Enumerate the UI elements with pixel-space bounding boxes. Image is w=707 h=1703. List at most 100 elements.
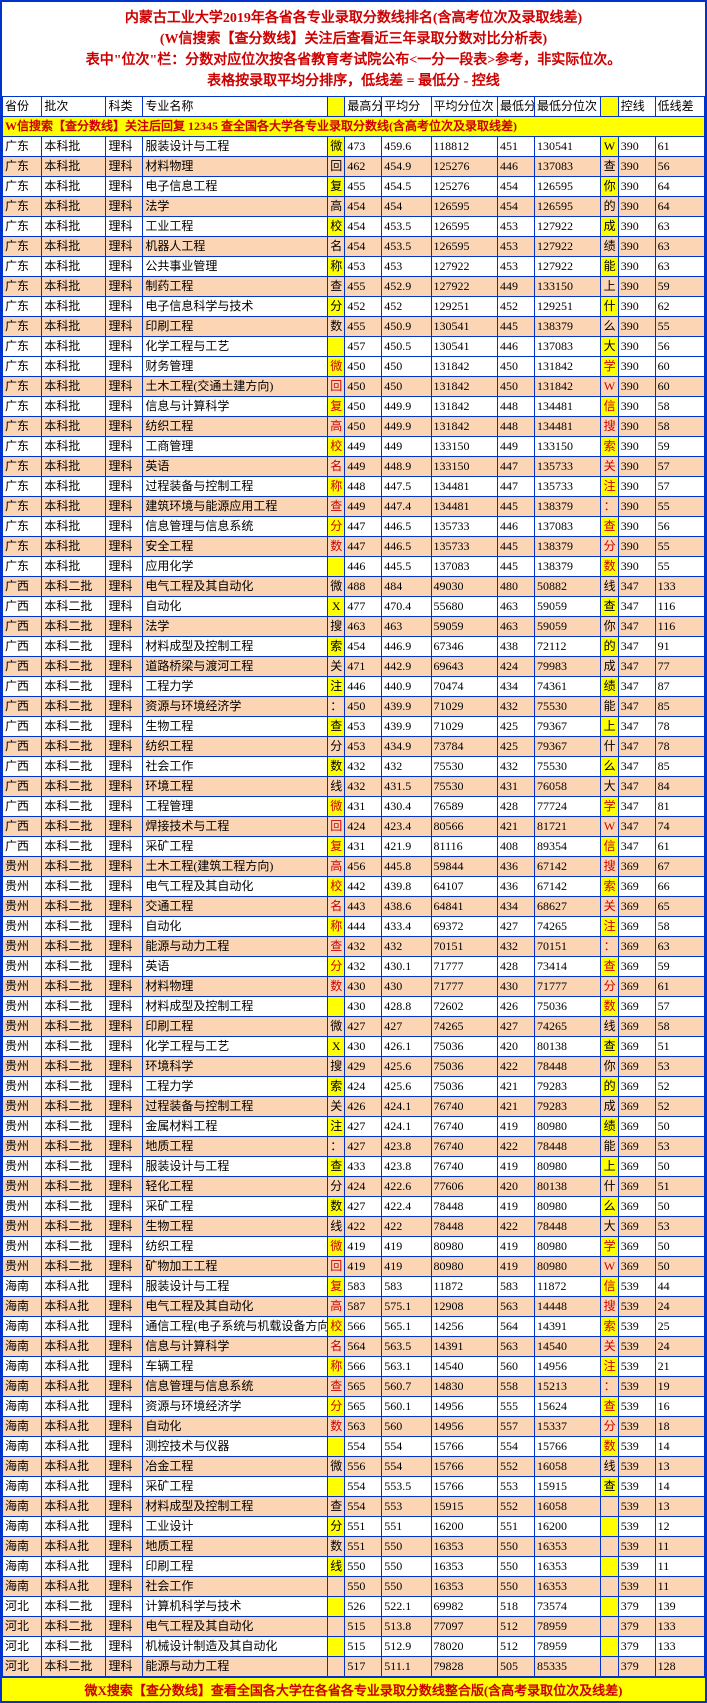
table-row: 海南本科A批理科冶金工程微5565541576655216058线53913 [3, 1457, 705, 1477]
cell: 430.1 [382, 957, 431, 977]
cell: 车辆工程 [143, 1357, 328, 1377]
table-row: 广东本科批理科机器人工程名454453.5126595453127922绩390… [3, 237, 705, 257]
cell: 材料物理 [143, 157, 328, 177]
cell: 390 [618, 457, 655, 477]
cell: 本科A批 [42, 1277, 106, 1297]
cell: 的 [601, 1077, 618, 1097]
cell: 446 [345, 677, 382, 697]
col-header: 平均分 [382, 97, 431, 117]
cell: 14956 [534, 1357, 601, 1377]
cell: 查 [328, 1157, 345, 1177]
cell: 457 [345, 337, 382, 357]
cell: 133 [655, 1637, 704, 1657]
table-row: 广西本科二批理科采矿工程复431421.98111640889354信34761 [3, 837, 705, 857]
table-row: 河北本科二批理科计算机科学与技术526522.16998251873574379… [3, 1597, 705, 1617]
cell: 446.9 [382, 637, 431, 657]
cell: 矿物加工工程 [143, 1257, 328, 1277]
table-row: 贵州本科二批理科材料物理数4304307177743071777分36961 [3, 977, 705, 997]
cell: 校 [328, 877, 345, 897]
cell: 印刷工程 [143, 1017, 328, 1037]
cell: 14956 [431, 1417, 498, 1437]
cell: 450 [382, 357, 431, 377]
table-row: 广东本科批理科土木工程(交通土建方向)回45045013184245013184… [3, 377, 705, 397]
cell: 贵州 [3, 857, 42, 877]
cell: 422.4 [382, 1197, 431, 1217]
cell: 127922 [534, 257, 601, 277]
cell: 79828 [431, 1657, 498, 1677]
cell: 426.1 [382, 1037, 431, 1057]
cell: 理科 [106, 557, 143, 577]
cell: 理科 [106, 317, 143, 337]
cell: 462 [345, 157, 382, 177]
cell: 564 [345, 1337, 382, 1357]
cell: 434.9 [382, 737, 431, 757]
cell: 63 [655, 217, 704, 237]
cell: 419 [498, 1197, 535, 1217]
cell: 587 [345, 1297, 382, 1317]
cell: 本科二批 [42, 577, 106, 597]
table-row: 贵州本科二批理科电气工程及其自动化校442439.86410743667142索… [3, 877, 705, 897]
cell: 445 [498, 317, 535, 337]
cell: 本科二批 [42, 797, 106, 817]
cell: 79283 [534, 1097, 601, 1117]
cell: 454.9 [382, 157, 431, 177]
cell: 称 [328, 1357, 345, 1377]
cell: 查 [328, 937, 345, 957]
cell: 81 [655, 797, 704, 817]
cell [328, 557, 345, 577]
cell: 131842 [431, 397, 498, 417]
cell: 347 [618, 697, 655, 717]
cell: 51 [655, 1037, 704, 1057]
cell: 80138 [534, 1037, 601, 1057]
cell: 广东 [3, 257, 42, 277]
cell: 理科 [106, 1017, 143, 1037]
cell: 77606 [431, 1177, 498, 1197]
cell: 查 [601, 517, 618, 537]
cell: 74265 [431, 1017, 498, 1037]
cell: 555 [498, 1397, 535, 1417]
cell: 本科批 [42, 557, 106, 577]
cell: 15766 [431, 1477, 498, 1497]
cell: 369 [618, 1117, 655, 1137]
cell: 369 [618, 1157, 655, 1177]
cell: 74361 [534, 677, 601, 697]
cell: 57 [655, 477, 704, 497]
cell: 449.9 [382, 417, 431, 437]
table-row: 广西本科二批理科纺织工程分453434.97378442579367什34778 [3, 737, 705, 757]
cell: 查 [601, 957, 618, 977]
cell: 海南 [3, 1437, 42, 1457]
cell: 550 [345, 1577, 382, 1597]
cell: 数 [601, 557, 618, 577]
cell: 河北 [3, 1597, 42, 1617]
cell [601, 1497, 618, 1517]
cell: 447.5 [382, 477, 431, 497]
cell: 70151 [534, 937, 601, 957]
cell: 390 [618, 477, 655, 497]
cell: 广西 [3, 817, 42, 837]
cell: 463 [345, 617, 382, 637]
cell: 78448 [431, 1197, 498, 1217]
cell: 137083 [534, 517, 601, 537]
cell: W [601, 1257, 618, 1277]
table-row: 海南本科A批理科服装设计与工程复5835831187258311872信5394… [3, 1277, 705, 1297]
cell: 理科 [106, 797, 143, 817]
cell: 理科 [106, 1557, 143, 1577]
cell: 理科 [106, 657, 143, 677]
cell: 理科 [106, 237, 143, 257]
cell: 76740 [431, 1157, 498, 1177]
table-row: 广西本科二批理科焊接技术与工程回424423.48056642181721W34… [3, 817, 705, 837]
cell: 80980 [534, 1117, 601, 1137]
cell: 贵州 [3, 977, 42, 997]
table-row: 海南本科A批理科电气工程及其自动化高587575.11290856314448搜… [3, 1297, 705, 1317]
cell: 133150 [534, 277, 601, 297]
cell: 海南 [3, 1517, 42, 1537]
table-row: 广东本科批理科电子信息工程复455454.5125276454126595你39… [3, 177, 705, 197]
cell: 海南 [3, 1417, 42, 1437]
cell: 79367 [534, 737, 601, 757]
cell: 427 [382, 1017, 431, 1037]
cell: 127922 [431, 257, 498, 277]
cell: 58 [655, 917, 704, 937]
cell: 理科 [106, 217, 143, 237]
cell: 430.4 [382, 797, 431, 817]
cell: 理科 [106, 1197, 143, 1217]
